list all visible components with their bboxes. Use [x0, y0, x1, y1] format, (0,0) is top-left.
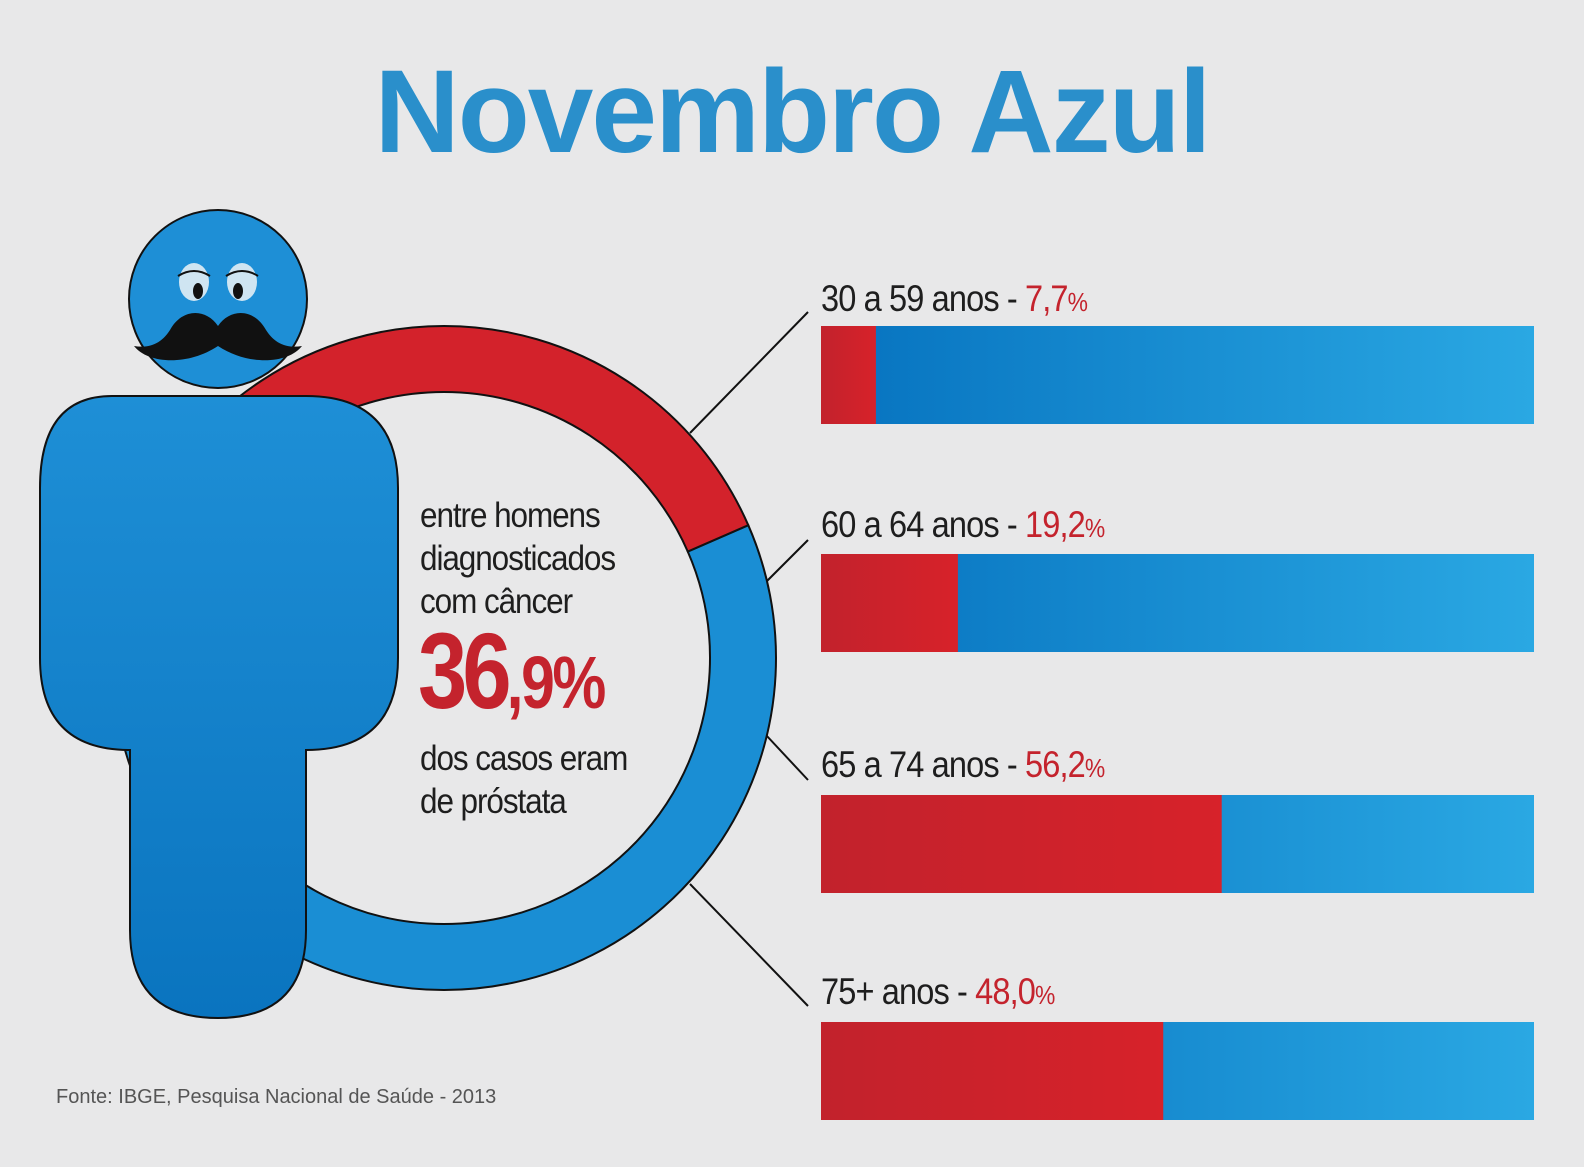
- bar-value-unit: %: [1067, 287, 1088, 317]
- bar-value-label: 56,2: [1025, 744, 1086, 785]
- man-figure-icon: [39, 209, 399, 1020]
- highlight-percentage-main: 36: [418, 610, 512, 731]
- bar-category: 75+ anos -: [821, 971, 976, 1012]
- bar-value-label: 48,0: [975, 971, 1036, 1012]
- bar-value-unit: %: [1084, 753, 1105, 783]
- caption-line-3: com câncer: [420, 582, 573, 621]
- caption-line-5: de próstata: [420, 782, 567, 821]
- bar-label: 65 a 74 anos - 56,2%: [821, 744, 1105, 786]
- bar-value-unit: %: [1084, 513, 1105, 543]
- bar-track: [821, 326, 1534, 424]
- leader-line: [689, 883, 809, 1007]
- leader-line: [765, 539, 809, 583]
- bar-value-label: 19,2: [1025, 504, 1086, 545]
- bar-value: [821, 795, 1222, 893]
- highlight-percentage: 36,9%: [418, 617, 633, 731]
- center-caption: entre homens diagnosticados com câncer 3…: [418, 494, 680, 823]
- bar-category: 30 a 59 anos -: [821, 278, 1026, 319]
- leader-line: [689, 311, 809, 434]
- caption-line-4: dos casos eram: [420, 739, 628, 778]
- bar-value-unit: %: [1034, 980, 1055, 1010]
- leader-lines: [689, 311, 809, 1007]
- bar-label: 30 a 59 anos - 7,7%: [821, 278, 1088, 320]
- bar-label: 60 a 64 anos - 19,2%: [821, 504, 1105, 546]
- bar-value-label: 7,7: [1025, 278, 1069, 319]
- bar-value: [821, 326, 876, 424]
- bar-value: [821, 554, 958, 652]
- bar-chart: [821, 326, 1534, 1120]
- eyes-icon: [177, 263, 259, 301]
- bar-category: 60 a 64 anos -: [821, 504, 1026, 545]
- page-title: Novembro Azul: [374, 46, 1211, 178]
- bar-category: 65 a 74 anos -: [821, 744, 1026, 785]
- source-note: Fonte: IBGE, Pesquisa Nacional de Saúde …: [56, 1086, 497, 1108]
- bar-label: 75+ anos - 48,0%: [821, 971, 1055, 1013]
- caption-line-2: diagnosticados: [420, 539, 616, 578]
- mustache-icon: [134, 312, 302, 361]
- highlight-percentage-decimal: ,9%: [506, 641, 607, 724]
- bar-value: [821, 1022, 1164, 1120]
- leader-line: [765, 734, 809, 781]
- caption-line-1: entre homens: [420, 496, 601, 535]
